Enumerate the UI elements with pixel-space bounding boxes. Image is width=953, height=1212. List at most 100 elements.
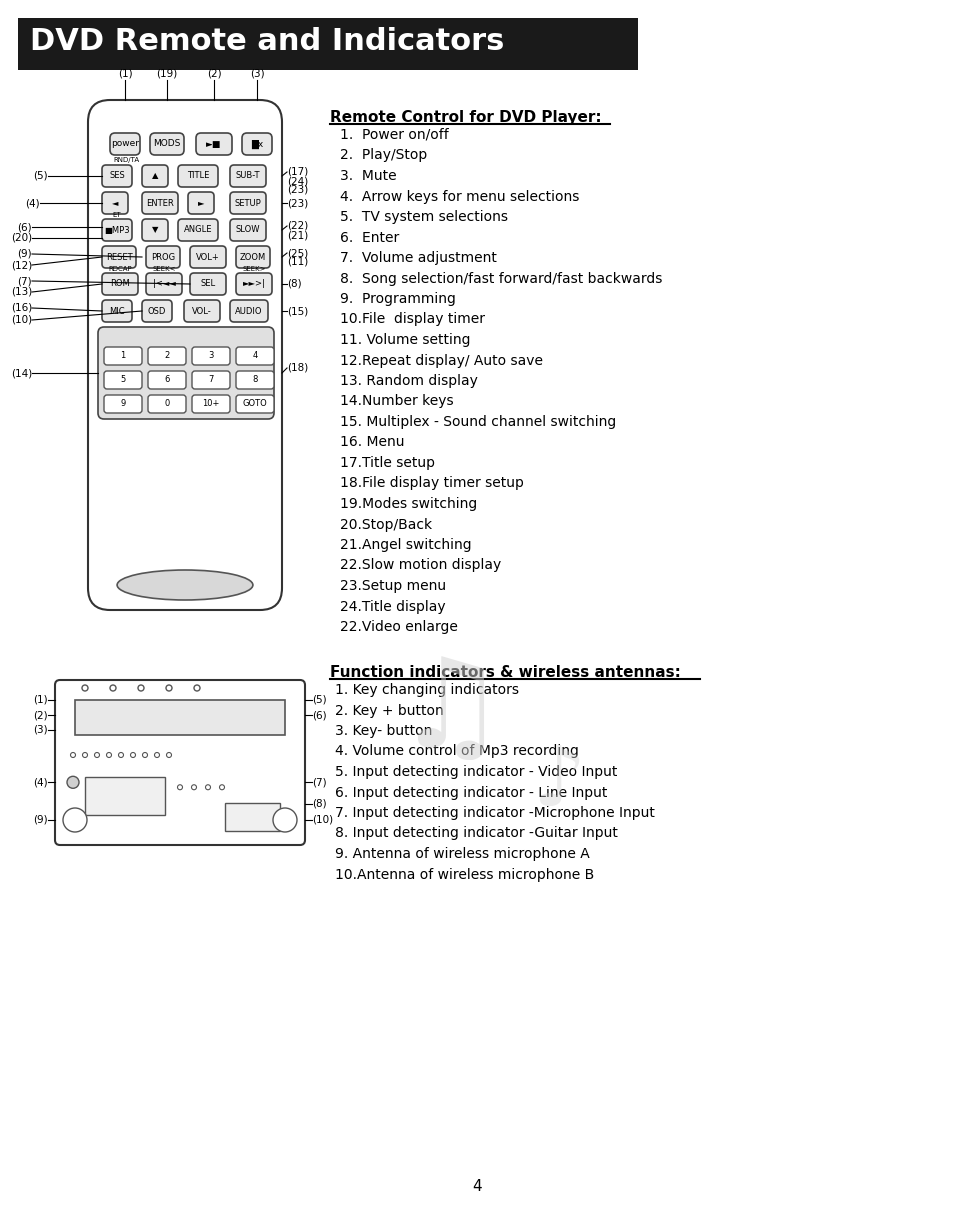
- Text: (20): (20): [10, 233, 32, 242]
- Text: (9): (9): [17, 248, 32, 259]
- Circle shape: [167, 753, 172, 758]
- Text: (18): (18): [287, 364, 308, 373]
- Circle shape: [138, 685, 144, 691]
- Bar: [225, 804, 280, 831]
- FancyBboxPatch shape: [55, 680, 305, 845]
- Text: SLOW: SLOW: [235, 225, 260, 234]
- Text: (3): (3): [250, 68, 264, 78]
- Text: RESET: RESET: [106, 252, 132, 262]
- FancyBboxPatch shape: [148, 347, 186, 365]
- FancyBboxPatch shape: [190, 273, 226, 295]
- Text: |<◄◄: |<◄◄: [152, 280, 175, 288]
- Ellipse shape: [117, 570, 253, 600]
- Text: ZOOM: ZOOM: [239, 252, 266, 262]
- Text: 4: 4: [472, 1179, 481, 1194]
- Text: (2): (2): [33, 710, 48, 720]
- Text: 9. Antenna of wireless microphone A: 9. Antenna of wireless microphone A: [335, 847, 589, 861]
- Text: (2): (2): [207, 68, 221, 78]
- FancyBboxPatch shape: [146, 246, 180, 268]
- Text: █x: █x: [251, 139, 263, 149]
- FancyBboxPatch shape: [102, 273, 138, 295]
- Text: PROG: PROG: [151, 252, 175, 262]
- Text: SETUP: SETUP: [234, 199, 261, 207]
- FancyBboxPatch shape: [142, 165, 168, 187]
- Text: ROM: ROM: [110, 280, 130, 288]
- Text: ▼: ▼: [152, 225, 158, 234]
- FancyBboxPatch shape: [195, 133, 232, 155]
- FancyBboxPatch shape: [102, 246, 136, 268]
- Text: RDCAP: RDCAP: [108, 265, 132, 271]
- FancyBboxPatch shape: [192, 395, 230, 413]
- FancyBboxPatch shape: [146, 273, 182, 295]
- Text: (13): (13): [10, 287, 32, 297]
- Text: 21.Angel switching: 21.Angel switching: [339, 538, 471, 551]
- FancyBboxPatch shape: [184, 301, 220, 322]
- Text: 5. Input detecting indicator - Video Input: 5. Input detecting indicator - Video Inp…: [335, 765, 617, 779]
- Text: ♪: ♪: [533, 742, 586, 823]
- Circle shape: [82, 753, 88, 758]
- FancyBboxPatch shape: [142, 301, 172, 322]
- Text: (1): (1): [117, 68, 132, 78]
- FancyBboxPatch shape: [235, 371, 274, 389]
- Text: ET: ET: [112, 212, 121, 218]
- FancyBboxPatch shape: [178, 165, 218, 187]
- FancyBboxPatch shape: [102, 191, 128, 215]
- FancyBboxPatch shape: [235, 347, 274, 365]
- Circle shape: [94, 753, 99, 758]
- FancyBboxPatch shape: [104, 395, 142, 413]
- FancyBboxPatch shape: [192, 371, 230, 389]
- Text: 7. Input detecting indicator -Microphone Input: 7. Input detecting indicator -Microphone…: [335, 806, 654, 821]
- Text: 1: 1: [120, 351, 126, 360]
- Text: 14.Number keys: 14.Number keys: [339, 394, 453, 408]
- Text: 4: 4: [253, 351, 257, 360]
- Text: 11. Volume setting: 11. Volume setting: [339, 333, 470, 347]
- Text: 10.Antenna of wireless microphone B: 10.Antenna of wireless microphone B: [335, 868, 594, 881]
- FancyBboxPatch shape: [102, 301, 132, 322]
- Text: 10.File  display timer: 10.File display timer: [339, 313, 484, 326]
- Circle shape: [205, 784, 211, 790]
- Text: 2. Key + button: 2. Key + button: [335, 703, 443, 718]
- Circle shape: [192, 784, 196, 790]
- Circle shape: [273, 808, 296, 831]
- Text: ▲: ▲: [152, 172, 158, 181]
- FancyBboxPatch shape: [230, 191, 266, 215]
- Text: 2.  Play/Stop: 2. Play/Stop: [339, 149, 427, 162]
- Text: OSD: OSD: [148, 307, 166, 315]
- Circle shape: [193, 685, 200, 691]
- FancyBboxPatch shape: [190, 246, 226, 268]
- Text: SEEK<: SEEK<: [152, 265, 175, 271]
- FancyBboxPatch shape: [102, 219, 132, 241]
- Text: ENTER: ENTER: [146, 199, 173, 207]
- FancyBboxPatch shape: [230, 301, 268, 322]
- Text: (17): (17): [287, 167, 308, 177]
- Text: (3): (3): [33, 725, 48, 734]
- Text: 3: 3: [208, 351, 213, 360]
- Text: (10): (10): [10, 315, 32, 325]
- Text: RND/TA: RND/TA: [112, 158, 139, 162]
- Text: 6. Input detecting indicator - Line Input: 6. Input detecting indicator - Line Inpu…: [335, 785, 607, 800]
- Circle shape: [166, 685, 172, 691]
- Circle shape: [131, 753, 135, 758]
- Circle shape: [118, 753, 123, 758]
- Text: 9: 9: [120, 400, 126, 408]
- FancyBboxPatch shape: [150, 133, 184, 155]
- FancyBboxPatch shape: [178, 219, 218, 241]
- Text: ♫: ♫: [394, 652, 505, 772]
- Text: (5): (5): [312, 694, 326, 705]
- FancyBboxPatch shape: [104, 347, 142, 365]
- Text: (8): (8): [287, 279, 301, 288]
- Text: (25): (25): [287, 248, 308, 258]
- Text: VOL+: VOL+: [196, 252, 219, 262]
- Text: (7): (7): [312, 777, 326, 788]
- FancyBboxPatch shape: [148, 371, 186, 389]
- FancyBboxPatch shape: [142, 191, 178, 215]
- Text: 10+: 10+: [202, 400, 219, 408]
- Text: 8.  Song selection/fast forward/fast backwards: 8. Song selection/fast forward/fast back…: [339, 271, 661, 286]
- Text: 5: 5: [120, 376, 126, 384]
- Text: 8. Input detecting indicator -Guitar Input: 8. Input detecting indicator -Guitar Inp…: [335, 827, 618, 840]
- Text: (1): (1): [33, 694, 48, 705]
- Text: 8: 8: [252, 376, 257, 384]
- Text: ►►>|: ►►>|: [242, 280, 265, 288]
- Text: TITLE: TITLE: [187, 172, 209, 181]
- Text: 4.  Arrow keys for menu selections: 4. Arrow keys for menu selections: [339, 189, 578, 204]
